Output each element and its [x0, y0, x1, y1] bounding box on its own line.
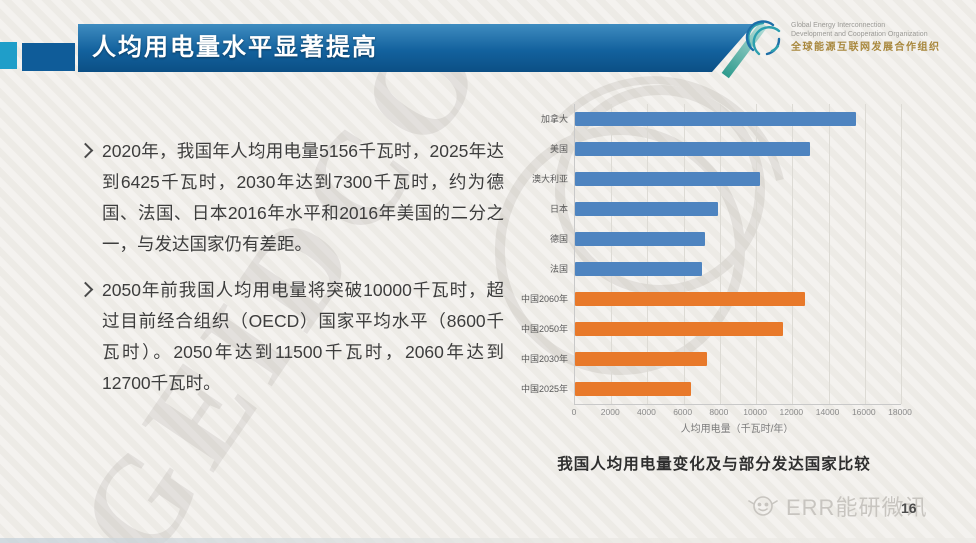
x-tick-label: 16000: [851, 407, 876, 417]
bar-row: [575, 344, 901, 374]
y-axis-label: 中国2025年: [520, 384, 568, 394]
y-axis-label: 日本: [549, 204, 568, 214]
y-axis-label: 美国: [549, 144, 568, 154]
arrow-bullet-icon: [77, 281, 102, 408]
bar-row: [575, 374, 901, 404]
x-tick-label: 2000: [600, 407, 620, 417]
chart-plot-area: [574, 104, 902, 405]
gridline: [611, 104, 613, 404]
page-title: 人均用电量水平显著提高: [92, 34, 378, 61]
org-name-en-line2: Development and Cooperation Organization: [791, 30, 928, 38]
bar-row: [575, 194, 901, 224]
bar-日本: [575, 202, 719, 216]
x-tick-label: 4000: [636, 407, 656, 417]
bar-德国: [575, 232, 706, 246]
bottom-accent-strip: [0, 538, 976, 543]
gridline: [719, 104, 721, 404]
bullet-item-2: 2050年前我国人均用电量将突破10000千瓦时，超过目前经合组织（OECD）国…: [77, 275, 504, 399]
y-axis-label: 中国2050年: [520, 324, 568, 334]
bar-row: [575, 104, 901, 134]
bullet-item-1: 2020年，我国年人均用电量5156千瓦时，2025年达到6425千瓦时，203…: [77, 136, 504, 260]
bar-row: [575, 224, 901, 254]
chart-caption: 我国人均用电量变化及与部分发达国家比较: [557, 456, 871, 473]
globe-icon: [745, 20, 781, 56]
arrow-bullet-icon: [77, 142, 102, 269]
organization-logo: Global Energy Interconnection Developmen…: [744, 18, 941, 58]
gridline: [683, 104, 685, 404]
bar-chart: 加拿大美国澳大利亚日本德国法国中国2060年 中国2050年 中国2030年 中国20…: [514, 104, 912, 435]
gridline: [864, 104, 866, 404]
face-icon: [748, 496, 778, 516]
bullet-text-1: 2020年，我国年人均用电量5156千瓦时，2025年达到6425千瓦时，203…: [102, 141, 504, 254]
x-tick-label: 0: [571, 407, 577, 417]
err-watermark-text: ERR能研微讯: [786, 495, 928, 520]
y-axis-label: 法国: [549, 264, 568, 274]
bar-中国2030年: [575, 352, 708, 366]
y-axis-label: 德国: [549, 234, 568, 244]
bar-法国: [575, 262, 702, 276]
bar-美国: [575, 142, 811, 156]
err-watermark: ERR能研微讯: [746, 490, 927, 522]
x-tick-label: 12000: [779, 407, 804, 417]
x-tick-label: 10000: [743, 407, 767, 417]
bars: [575, 104, 901, 404]
org-name-en-line1: Global Energy Interconnection: [791, 22, 886, 29]
x-tick-label: 18000: [888, 407, 912, 417]
gridline: [901, 104, 902, 404]
x-axis-title: 人均用电量（千瓦时/年）: [680, 424, 794, 435]
org-name-zh: 全球能源互联网发展合作组织: [791, 41, 941, 53]
x-tick-label: 14000: [815, 407, 840, 417]
x-tick-label: 6000: [673, 407, 693, 417]
bar-中国2025年: [575, 382, 692, 396]
y-axis-label: 澳大利亚: [531, 174, 568, 184]
body-text: 2020年，我国年人均用电量5156千瓦时，2025年达到6425千瓦时，203…: [77, 136, 504, 414]
page-number: 16: [901, 500, 917, 516]
x-tick-label: 8000: [709, 407, 729, 417]
bar-中国2060年: [575, 292, 805, 306]
gridline: [792, 104, 794, 404]
y-axis-labels: 加拿大美国澳大利亚日本德国法国中国2060年 中国2050年 中国2030年 中国20…: [514, 104, 574, 405]
bullet-text-2: 2050年前我国人均用电量将突破10000千瓦时，超过目前经合组织（OECD）国…: [102, 280, 504, 393]
bar-row: [575, 134, 901, 164]
header-accent-blue-square: [22, 43, 75, 71]
gridline: [756, 104, 758, 404]
gridline: [828, 104, 830, 404]
bar-row: [575, 314, 901, 344]
bar-row: [575, 284, 901, 314]
bar-加拿大: [575, 112, 856, 126]
y-axis-label: 中国2060年: [520, 294, 568, 304]
y-axis-label: 中国2030年: [520, 354, 568, 364]
title-bar: 人均用电量水平显著提高: [78, 24, 754, 72]
organization-name: Global Energy Interconnection Developmen…: [791, 22, 941, 54]
x-axis-ticks: 0 2000 4000 6000 8000 10000 12000 14000 16000 180…: [571, 405, 912, 417]
header-accent-teal-square: [0, 42, 17, 69]
gridline: [647, 104, 649, 404]
bar-row: [575, 164, 901, 194]
bar-中国2050年: [575, 322, 784, 336]
y-axis-label: 加拿大: [540, 114, 568, 124]
bar-row: [575, 254, 901, 284]
bar-澳大利亚: [575, 172, 760, 186]
